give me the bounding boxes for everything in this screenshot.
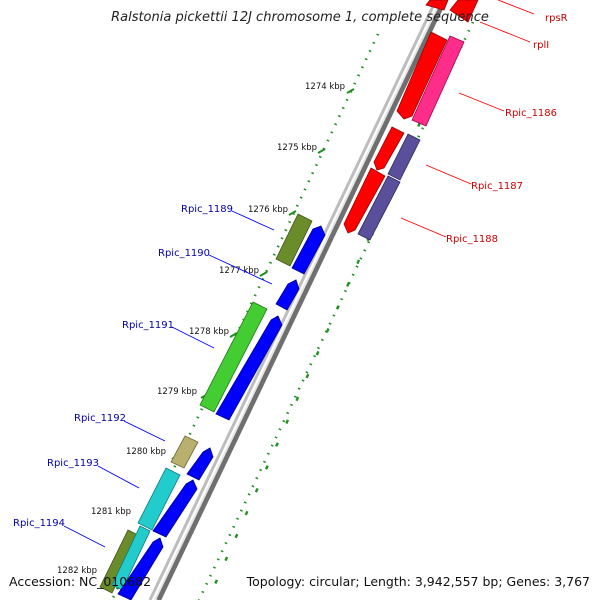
leader-line [425, 164, 472, 185]
gene-label-rpic-1189[interactable]: Rpic_1189 [181, 204, 233, 215]
gene-label-rpic-1194[interactable]: Rpic_1194 [13, 518, 65, 529]
gene-rpic-1189[interactable] [275, 213, 313, 267]
tick-mark [346, 88, 355, 94]
tick-label: 1274 kbp [305, 82, 345, 92]
leader-line [208, 254, 273, 285]
map-title: Ralstonia pickettii 12J chromosome 1, co… [111, 10, 489, 25]
gene-blue-1192[interactable] [186, 447, 214, 481]
tick-label: 1277 kbp [219, 266, 259, 276]
gene-rplI[interactable] [425, 0, 449, 11]
gene-blue-1193[interactable] [152, 479, 198, 538]
gene-label-rpic-1191[interactable]: Rpic_1191 [122, 320, 174, 331]
gene-rpic-1192[interactable] [170, 435, 199, 469]
gene-rpic-1188[interactable] [357, 175, 401, 241]
tick-label: 1280 kbp [126, 447, 166, 457]
gene-label-rpic-1193[interactable]: Rpic_1193 [47, 458, 99, 469]
sequence-backbone [148, 0, 447, 600]
gene-rpic-1188-red[interactable] [343, 167, 386, 234]
gene-label-rpsR[interactable]: rpsR [545, 13, 568, 24]
left-gene-labels: Rpic_1189 Rpic_1190 Rpic_1191 Rpic_1192 … [13, 204, 275, 548]
gene-label-rpic-1190[interactable]: Rpic_1190 [158, 248, 210, 259]
tick-label: 1276 kbp [248, 205, 288, 215]
leader-line [497, 0, 535, 15]
reverse-strand-genes [343, 0, 479, 241]
gene-blue-1191[interactable] [215, 315, 283, 421]
accession-label: Accession: NC_010682 [9, 574, 152, 589]
gene-blue-1194[interactable] [117, 537, 164, 600]
gene-rpic-1193[interactable] [137, 467, 181, 531]
leader-line [479, 21, 531, 43]
tick-label: 1281 kbp [91, 507, 131, 517]
right-gene-labels: rpsR rplI Rpic_1186 Rpic_1187 Rpic_1188 [400, 0, 568, 245]
tick-mark [259, 271, 268, 277]
leader-line [63, 525, 106, 548]
leader-line [400, 217, 447, 238]
gene-label-rpic-1188[interactable]: Rpic_1188 [446, 234, 498, 245]
tick-label: 1275 kbp [277, 143, 317, 153]
tick-mark [317, 148, 326, 154]
gene-rpic-1186[interactable] [411, 35, 465, 127]
leader-line [97, 465, 140, 489]
gene-blue-1189[interactable] [291, 225, 326, 275]
gene-red-large[interactable] [396, 31, 448, 120]
leader-line [458, 92, 505, 112]
tick-marks: 1274 kbp 1275 kbp 1276 kbp 1277 kbp 1278… [57, 82, 355, 581]
gene-rpic-1190[interactable] [275, 279, 300, 311]
gene-label-rpic-1192[interactable]: Rpic_1192 [74, 413, 126, 424]
topology-label: Topology: circular; Length: 3,942,557 bp… [246, 574, 590, 589]
forward-strand-genes [99, 213, 326, 600]
gene-rpsR[interactable] [449, 0, 479, 23]
tick-mark [288, 210, 297, 216]
gene-label-rplI[interactable]: rplI [533, 40, 549, 51]
gene-label-rpic-1186[interactable]: Rpic_1186 [505, 108, 557, 119]
tick-mark [229, 332, 238, 338]
leader-line [171, 326, 215, 349]
gene-label-rpic-1187[interactable]: Rpic_1187 [471, 181, 523, 192]
tick-label: 1282 kbp [57, 566, 97, 576]
leader-line [123, 420, 166, 442]
tick-label: 1278 kbp [189, 327, 229, 337]
gene-rpic-1187[interactable] [387, 133, 421, 181]
gene-rpic-1191[interactable] [199, 301, 268, 413]
gene-rpic-1187-red[interactable] [373, 126, 405, 171]
tick-label: 1279 kbp [157, 387, 197, 397]
leader-line [231, 210, 275, 231]
